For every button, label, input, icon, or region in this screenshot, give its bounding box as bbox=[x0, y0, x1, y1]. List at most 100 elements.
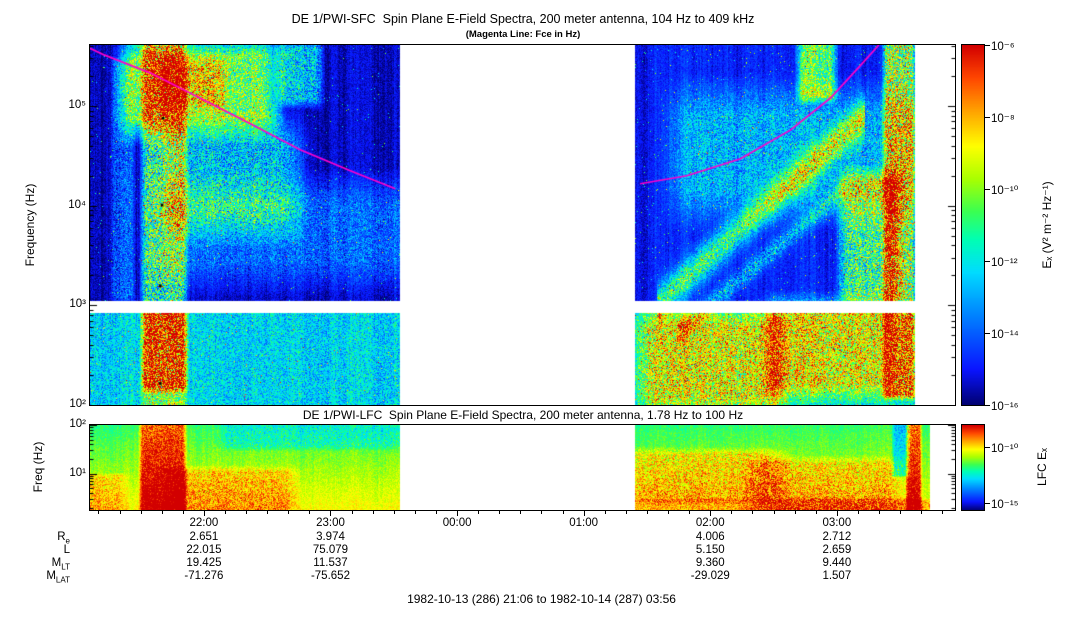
x-major-tick bbox=[583, 511, 585, 516]
x-minor-tick bbox=[520, 511, 522, 514]
x-tick-label: 23:00 bbox=[316, 517, 345, 529]
x-minor-tick bbox=[98, 511, 100, 514]
sfc-colorbar-label: Eₓ (V² m⁻² Hz⁻¹) bbox=[1040, 181, 1054, 269]
colorbar-tick-mark bbox=[985, 261, 990, 262]
x-minor-tick bbox=[773, 511, 775, 514]
x-minor-tick bbox=[267, 511, 269, 514]
x-minor-tick bbox=[182, 511, 184, 514]
x-minor-tick bbox=[942, 511, 944, 514]
colorbar-tick-label: 10⁻¹⁰ bbox=[991, 442, 1019, 455]
y-tick-label: 10⁴ bbox=[68, 198, 86, 211]
ephemeris-value: 22.015 bbox=[186, 544, 222, 556]
colorbar-tick-label: 10⁻¹⁰ bbox=[991, 184, 1019, 197]
colorbar-tick-mark bbox=[985, 117, 990, 118]
sfc-spectrogram-canvas bbox=[90, 45, 955, 405]
y-tick-label: 10² bbox=[69, 418, 86, 430]
lfc-title: DE 1/PWI-LFC Spin Plane E-Field Spectra,… bbox=[302, 408, 744, 422]
ephemeris-value: -71.276 bbox=[184, 570, 224, 582]
x-minor-tick bbox=[393, 511, 395, 514]
x-tick-label: 03:00 bbox=[822, 517, 852, 529]
x-major-tick bbox=[203, 511, 205, 516]
x-minor-tick bbox=[921, 511, 923, 514]
x-minor-tick bbox=[140, 511, 142, 514]
time-range-caption: 1982-10-13 (286) 21:06 to 1982-10-14 (28… bbox=[407, 592, 676, 606]
x-minor-tick bbox=[857, 511, 859, 514]
x-minor-tick bbox=[731, 511, 733, 514]
x-minor-tick bbox=[499, 511, 501, 514]
x-minor-tick bbox=[246, 511, 248, 514]
lfc-colorbar-label: LFC Eₓ bbox=[1035, 448, 1049, 486]
x-minor-tick bbox=[478, 511, 480, 514]
x-major-tick bbox=[457, 511, 459, 516]
colorbar-tick-mark bbox=[985, 405, 990, 406]
ephemeris-value: 2.651 bbox=[189, 531, 219, 543]
x-minor-tick bbox=[646, 511, 648, 514]
y-tick-label: 10¹ bbox=[69, 466, 86, 479]
colorbar-tick-label: 10⁻⁸ bbox=[991, 112, 1015, 125]
x-minor-tick bbox=[225, 511, 227, 514]
y-tick-label: 10³ bbox=[69, 298, 86, 311]
x-major-tick bbox=[330, 511, 332, 516]
y-tick-label: 10² bbox=[69, 398, 86, 410]
ephemeris-value: 9.440 bbox=[822, 557, 852, 569]
ephemeris-value: -29.029 bbox=[690, 570, 730, 582]
lfc-spectrogram-panel bbox=[89, 424, 956, 511]
sfc-subtitle: (Magenta Line: Fce in Hz) bbox=[465, 29, 581, 40]
ephemeris-value: 5.150 bbox=[695, 544, 725, 556]
x-minor-tick bbox=[794, 511, 796, 514]
colorbar-tick-mark bbox=[985, 503, 990, 505]
x-minor-tick bbox=[689, 511, 691, 514]
x-minor-tick bbox=[815, 511, 817, 514]
x-minor-tick bbox=[604, 511, 606, 514]
ephemeris-value: -75.652 bbox=[310, 570, 350, 582]
x-minor-tick bbox=[668, 511, 670, 514]
ephemeris-value: 2.659 bbox=[822, 544, 852, 556]
ephemeris-row-label: L bbox=[63, 544, 70, 556]
lfc-colorbar bbox=[961, 424, 985, 511]
sfc-y-axis-label: Frequency (Hz) bbox=[23, 183, 37, 267]
y-tick-label: 10⁵ bbox=[68, 98, 86, 111]
x-minor-tick bbox=[625, 511, 627, 514]
colorbar-tick-label: 10⁻¹² bbox=[991, 256, 1018, 269]
x-tick-label: 22:00 bbox=[189, 517, 219, 529]
ephemeris-value: 2.712 bbox=[822, 531, 852, 543]
ephemeris-row-label: MLT bbox=[51, 557, 70, 572]
colorbar-tick-mark bbox=[985, 45, 990, 46]
ephemeris-value: 11.537 bbox=[313, 557, 348, 569]
ephemeris-value: 3.974 bbox=[316, 531, 345, 543]
x-tick-label: 00:00 bbox=[442, 517, 472, 529]
colorbar-tick-label: 10⁻⁶ bbox=[991, 40, 1015, 53]
x-minor-tick bbox=[288, 511, 290, 514]
x-minor-tick bbox=[436, 511, 437, 514]
ephemeris-value: 9.360 bbox=[695, 557, 725, 569]
x-minor-tick bbox=[752, 511, 754, 514]
sfc-colorbar bbox=[961, 44, 985, 406]
x-minor-tick bbox=[414, 511, 416, 514]
lfc-spectrogram-canvas bbox=[90, 425, 955, 510]
x-major-tick bbox=[836, 511, 838, 516]
sfc-title: DE 1/PWI-SFC Spin Plane E-Field Spectra,… bbox=[291, 12, 755, 26]
x-minor-tick bbox=[119, 511, 121, 514]
sfc-spectrogram-panel bbox=[89, 44, 956, 406]
x-tick-label: 01:00 bbox=[569, 517, 599, 529]
ephemeris-value: 75.079 bbox=[312, 544, 349, 556]
colorbar-tick-label: 10⁻¹⁴ bbox=[991, 328, 1019, 341]
x-minor-tick bbox=[562, 511, 564, 514]
x-tick-label: 02:00 bbox=[695, 517, 725, 529]
ephemeris-value: 1.507 bbox=[822, 570, 852, 582]
x-minor-tick bbox=[351, 511, 353, 514]
colorbar-tick-mark bbox=[985, 333, 990, 334]
x-minor-tick bbox=[541, 511, 543, 514]
x-minor-tick bbox=[879, 511, 881, 514]
x-major-tick bbox=[710, 511, 712, 516]
colorbar-tick-mark bbox=[985, 447, 990, 449]
x-minor-tick bbox=[309, 511, 311, 514]
ephemeris-value: 4.006 bbox=[695, 531, 725, 543]
x-minor-tick bbox=[372, 511, 374, 514]
lfc-colorbar-gradient bbox=[962, 425, 984, 510]
x-minor-tick bbox=[900, 511, 902, 514]
colorbar-tick-label: 10⁻¹⁵ bbox=[991, 498, 1019, 511]
colorbar-tick-label: 10⁻¹⁶ bbox=[991, 400, 1019, 413]
x-minor-tick bbox=[161, 511, 163, 514]
